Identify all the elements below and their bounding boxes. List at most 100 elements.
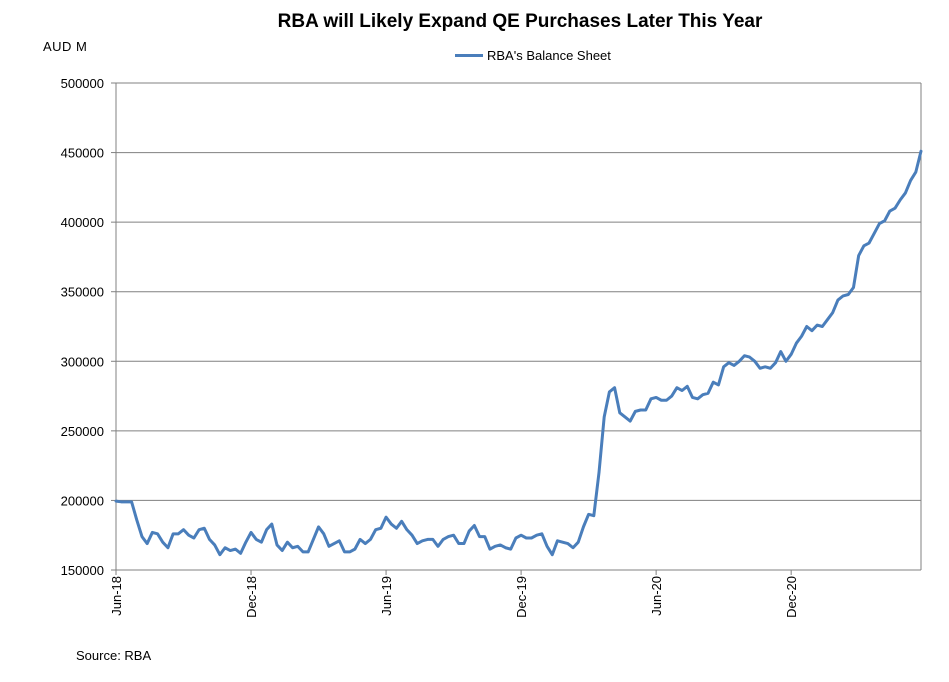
data-point bbox=[405, 528, 408, 531]
data-point bbox=[707, 392, 710, 395]
data-point bbox=[556, 539, 559, 542]
data-point bbox=[488, 548, 491, 551]
data-point bbox=[540, 532, 543, 535]
data-point bbox=[421, 539, 424, 542]
data-point bbox=[836, 299, 839, 302]
data-point bbox=[452, 534, 455, 537]
data-point bbox=[774, 361, 777, 364]
data-point bbox=[218, 553, 221, 556]
data-point bbox=[717, 383, 720, 386]
data-point bbox=[514, 536, 517, 539]
data-point bbox=[810, 329, 813, 332]
data-point bbox=[675, 386, 678, 389]
data-point bbox=[177, 532, 180, 535]
data-point bbox=[769, 367, 772, 370]
y-tick-label: 500000 bbox=[61, 76, 104, 91]
data-point bbox=[764, 365, 767, 368]
data-point bbox=[161, 541, 164, 544]
data-point bbox=[546, 545, 549, 548]
data-point bbox=[395, 527, 398, 530]
data-point bbox=[634, 410, 637, 413]
data-point bbox=[784, 360, 787, 363]
y-tick-label: 400000 bbox=[61, 215, 104, 230]
data-point bbox=[701, 393, 704, 396]
data-point bbox=[234, 548, 237, 551]
data-point bbox=[244, 541, 247, 544]
data-point bbox=[115, 500, 118, 503]
data-point bbox=[587, 513, 590, 516]
data-point bbox=[660, 399, 663, 402]
data-point bbox=[457, 542, 460, 545]
data-point bbox=[301, 550, 304, 553]
data-point bbox=[504, 546, 507, 549]
data-point bbox=[348, 550, 351, 553]
data-point bbox=[894, 207, 897, 210]
data-point bbox=[712, 381, 715, 384]
legend-label: RBA's Balance Sheet bbox=[487, 48, 611, 63]
axis-layer: 150000 200000 250000 300000 350000 400000 4500… bbox=[61, 76, 922, 618]
data-point bbox=[727, 361, 730, 364]
data-point bbox=[182, 528, 185, 531]
data-point bbox=[369, 538, 372, 541]
data-point bbox=[462, 542, 465, 545]
data-point bbox=[535, 534, 538, 537]
data-point bbox=[888, 210, 891, 213]
data-point bbox=[270, 523, 273, 526]
data-point bbox=[904, 191, 907, 194]
data-point bbox=[385, 516, 388, 519]
data-point bbox=[296, 545, 299, 548]
data-point bbox=[468, 530, 471, 533]
data-point bbox=[390, 523, 393, 526]
data-point bbox=[618, 411, 621, 414]
data-point bbox=[525, 536, 528, 539]
x-tick-label: Dec-19 bbox=[514, 576, 529, 618]
data-point bbox=[327, 545, 330, 548]
data-point bbox=[494, 545, 497, 548]
data-point bbox=[592, 514, 595, 517]
chart-title: RBA will Likely Expand QE Purchases Late… bbox=[277, 11, 763, 32]
source-note: Source: RBA bbox=[76, 648, 152, 663]
data-point bbox=[738, 360, 741, 363]
data-point bbox=[530, 536, 533, 539]
data-point bbox=[229, 549, 232, 552]
x-tick-label: Jun-20 bbox=[649, 576, 664, 616]
data-point bbox=[431, 538, 434, 541]
data-point bbox=[135, 518, 138, 521]
data-point bbox=[140, 535, 143, 538]
data-point bbox=[603, 415, 606, 418]
data-point bbox=[130, 500, 133, 503]
y-tick-label: 200000 bbox=[61, 493, 104, 508]
data-point bbox=[868, 242, 871, 245]
data-point bbox=[572, 546, 575, 549]
data-point bbox=[478, 535, 481, 538]
data-point bbox=[187, 534, 190, 537]
data-point bbox=[561, 541, 564, 544]
data-point bbox=[883, 219, 886, 222]
data-point bbox=[665, 399, 668, 402]
y-tick-label: 350000 bbox=[61, 285, 104, 300]
y-tick-label: 250000 bbox=[61, 424, 104, 439]
data-point bbox=[322, 532, 325, 535]
data-point bbox=[639, 408, 642, 411]
data-point bbox=[437, 545, 440, 548]
data-point bbox=[416, 542, 419, 545]
data-point bbox=[790, 353, 793, 356]
data-point bbox=[208, 538, 211, 541]
data-point bbox=[873, 232, 876, 235]
data-point bbox=[696, 397, 699, 400]
data-point bbox=[821, 325, 824, 328]
data-point bbox=[655, 396, 658, 399]
data-point bbox=[411, 534, 414, 537]
data-point bbox=[473, 524, 476, 527]
data-point bbox=[577, 541, 580, 544]
data-point bbox=[172, 532, 175, 535]
data-point bbox=[400, 520, 403, 523]
data-point bbox=[805, 325, 808, 328]
legend-line-swatch bbox=[455, 54, 483, 57]
data-point bbox=[379, 527, 382, 530]
data-point bbox=[733, 364, 736, 367]
data-point bbox=[442, 538, 445, 541]
data-point bbox=[629, 420, 632, 423]
data-point bbox=[286, 541, 289, 544]
